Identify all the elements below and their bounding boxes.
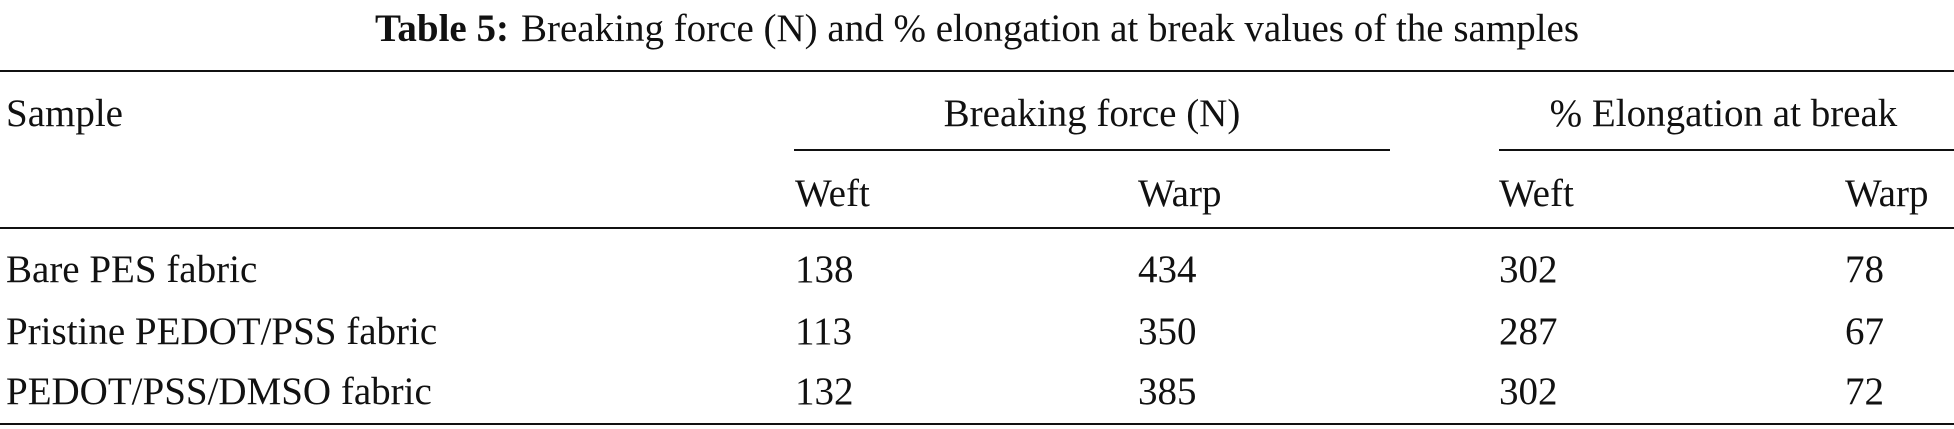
caption-text: Breaking force (N) and % elongation at b… xyxy=(520,7,1580,50)
table-cell: 385 xyxy=(1138,370,1197,413)
table-cell: 78 xyxy=(1845,248,1884,291)
caption-label: Table 5: xyxy=(374,7,509,50)
mid-rule xyxy=(0,227,1954,229)
table-cell: 434 xyxy=(1138,248,1197,291)
row-label: PEDOT/PSS/DMSO fabric xyxy=(6,370,432,413)
group-rule xyxy=(1499,149,1954,151)
row-label: Pristine PEDOT/PSS fabric xyxy=(6,310,438,353)
top-rule xyxy=(0,70,1954,72)
table-cell: 287 xyxy=(1499,310,1558,353)
subheader-cell: Warp xyxy=(1138,172,1222,215)
table-cell: 302 xyxy=(1499,248,1558,291)
bottom-rule xyxy=(0,423,1954,425)
table-cell: 350 xyxy=(1138,310,1197,353)
row-label: Bare PES fabric xyxy=(6,248,258,291)
table-cell: 132 xyxy=(795,370,854,413)
subheader-cell: Weft xyxy=(795,172,870,215)
table-cell: 113 xyxy=(795,310,853,353)
caption: Table 5: Breaking force (N) and % elongat… xyxy=(0,6,1954,51)
group-header: Breaking force (N) xyxy=(943,92,1241,135)
group-header: % Elongation at break xyxy=(1549,92,1898,135)
table-cell: 72 xyxy=(1845,370,1884,413)
group-rule xyxy=(794,149,1390,151)
table-cell: 67 xyxy=(1845,310,1884,353)
header-cell: Sample xyxy=(6,92,123,135)
table-cell: 138 xyxy=(795,248,854,291)
subheader-cell: Warp xyxy=(1845,172,1929,215)
table-cell: 302 xyxy=(1499,370,1558,413)
subheader-cell: Weft xyxy=(1499,172,1574,215)
